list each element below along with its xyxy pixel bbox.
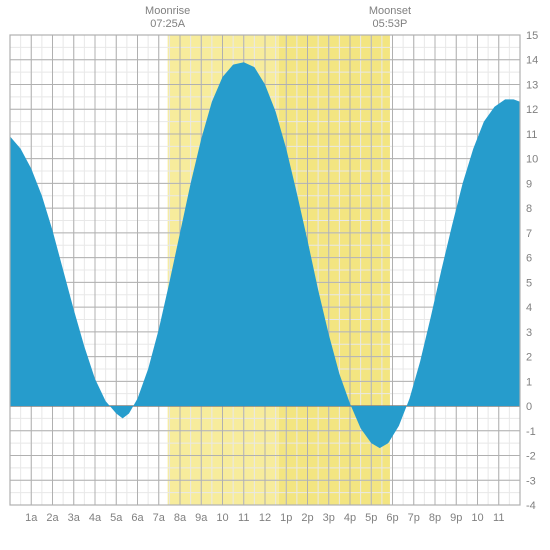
moonrise-label: Moonrise [145,5,190,17]
y-tick-label: -1 [526,426,536,438]
x-tick-label: 11 [238,512,249,524]
x-tick-label: 10 [471,512,483,524]
y-tick-label: 13 [526,79,538,91]
x-tick-label: 9p [450,512,462,524]
y-tick-label: 3 [526,327,532,339]
x-tick-label: 11 [493,512,504,524]
tide-chart: -4-3-2-101234567891011121314151a2a3a4a5a… [0,0,550,550]
x-tick-label: 5a [110,512,123,524]
y-tick-label: 5 [526,277,532,289]
y-tick-label: 14 [526,55,538,67]
y-tick-label: 11 [526,129,537,141]
x-tick-label: 2a [46,512,59,524]
y-tick-label: 1 [526,376,532,388]
x-tick-label: 6a [131,512,144,524]
x-tick-label: 7a [153,512,166,524]
y-tick-label: 9 [526,178,532,190]
x-tick-label: 7p [408,512,420,524]
y-tick-label: 8 [526,203,532,215]
x-tick-label: 12 [259,512,271,524]
x-tick-label: 1a [25,512,38,524]
y-tick-label: 10 [526,154,538,166]
y-tick-label: 0 [526,401,532,413]
chart-svg: -4-3-2-101234567891011121314151a2a3a4a5a… [0,0,550,550]
x-tick-label: 2p [301,512,313,524]
x-tick-label: 5p [365,512,377,524]
y-tick-label: -2 [526,451,536,463]
y-tick-label: 2 [526,352,532,364]
x-tick-label: 8a [174,512,187,524]
moonrise-time: 07:25A [150,18,186,30]
x-tick-label: 3a [68,512,81,524]
y-tick-label: -4 [526,500,536,512]
x-tick-label: 1p [280,512,292,524]
x-tick-label: 8p [429,512,441,524]
y-tick-label: 15 [526,30,538,42]
moonset-time: 05:53P [373,18,408,30]
y-tick-label: 4 [526,302,532,314]
x-tick-label: 9a [195,512,208,524]
x-tick-label: 6p [386,512,398,524]
y-tick-label: 6 [526,253,532,265]
x-tick-label: 10 [216,512,228,524]
moonset-label: Moonset [369,5,411,17]
y-tick-label: -3 [526,475,536,487]
y-tick-label: 7 [526,228,532,240]
y-tick-label: 12 [526,104,538,116]
x-tick-label: 4p [344,512,356,524]
x-tick-label: 3p [323,512,335,524]
x-tick-label: 4a [89,512,102,524]
